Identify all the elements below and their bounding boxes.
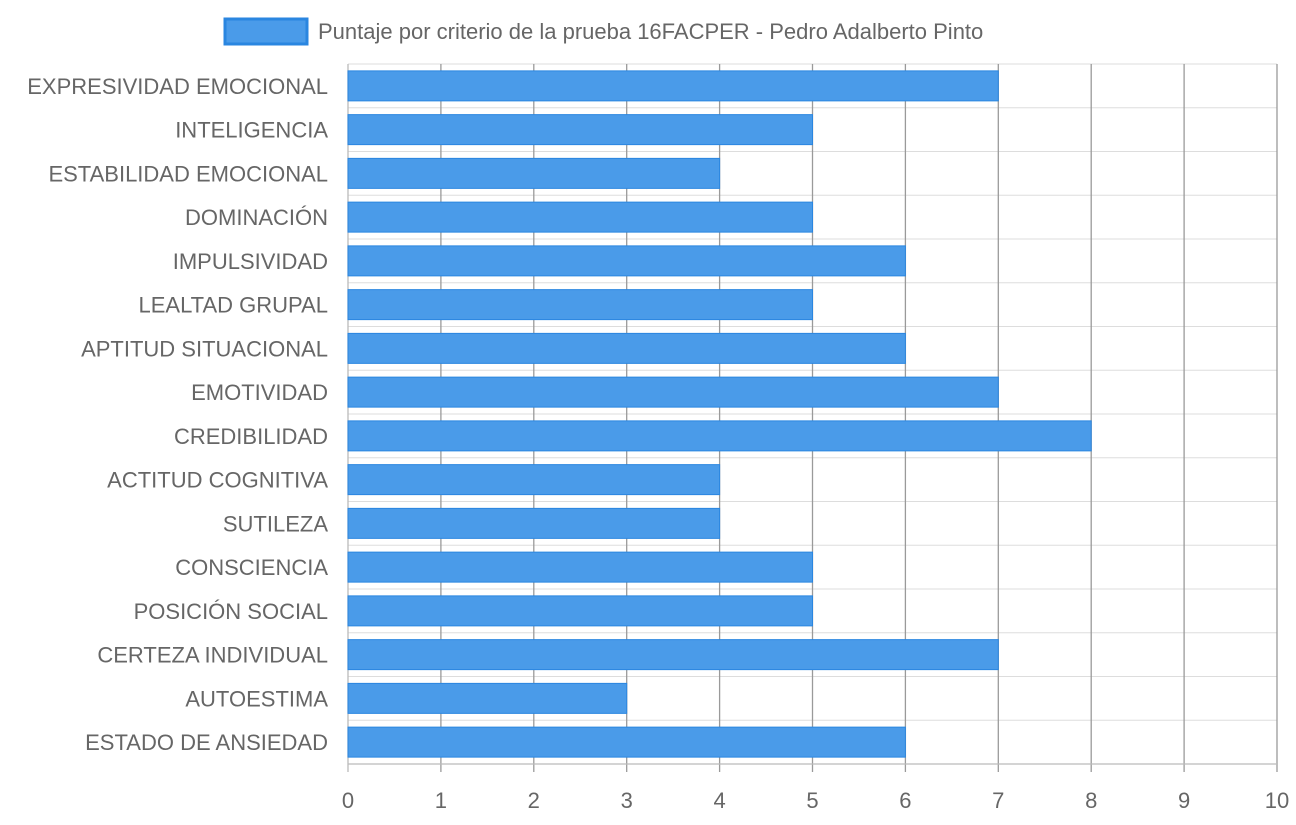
legend[interactable]: Puntaje por criterio de la prueba 16FACP… xyxy=(223,17,983,46)
x-tick-label: 3 xyxy=(621,788,633,813)
bar[interactable] xyxy=(347,464,721,496)
y-tick-label: EXPRESIVIDAD EMOCIONAL xyxy=(27,74,328,99)
bar[interactable] xyxy=(347,376,999,408)
bar[interactable] xyxy=(347,201,813,233)
bar[interactable] xyxy=(347,332,906,364)
bar[interactable] xyxy=(347,245,906,277)
bar[interactable] xyxy=(347,114,813,146)
bar[interactable] xyxy=(347,551,813,583)
bar[interactable] xyxy=(347,726,906,758)
bar[interactable] xyxy=(347,639,999,671)
bar[interactable] xyxy=(347,157,721,189)
y-tick-label: AUTOESTIMA xyxy=(185,686,328,711)
bars xyxy=(347,70,1092,758)
bar[interactable] xyxy=(347,289,813,321)
x-tick-label: 1 xyxy=(435,788,447,813)
y-tick-label: ACTITUD COGNITIVA xyxy=(107,468,328,493)
x-tick-label: 0 xyxy=(342,788,354,813)
legend-swatch xyxy=(223,17,309,46)
y-tick-label: LEALTAD GRUPAL xyxy=(138,293,328,318)
y-tick-label: IMPULSIVIDAD xyxy=(173,249,328,274)
y-tick-label: CERTEZA INDIVIDUAL xyxy=(97,643,328,668)
x-tick-label: 8 xyxy=(1085,788,1097,813)
bar[interactable] xyxy=(347,682,628,714)
x-tick-label: 2 xyxy=(528,788,540,813)
bar[interactable] xyxy=(347,420,1092,452)
y-tick-label: SUTILEZA xyxy=(223,511,328,536)
y-tick-label: EMOTIVIDAD xyxy=(191,380,328,405)
x-tick-label: 6 xyxy=(899,788,911,813)
bar[interactable] xyxy=(347,70,999,102)
y-tick-label: CONSCIENCIA xyxy=(175,555,328,580)
y-tick-label: ESTABILIDAD EMOCIONAL xyxy=(48,161,328,186)
y-tick-label: APTITUD SITUACIONAL xyxy=(81,336,328,361)
bar[interactable] xyxy=(347,507,721,539)
x-tick-label: 10 xyxy=(1265,788,1289,813)
x-tick-label: 4 xyxy=(713,788,725,813)
bar[interactable] xyxy=(347,595,813,627)
x-tick-label: 5 xyxy=(806,788,818,813)
y-tick-label: CREDIBILIDAD xyxy=(174,424,328,449)
x-tick-label: 7 xyxy=(992,788,1004,813)
x-tick-label: 9 xyxy=(1178,788,1190,813)
legend-label: Puntaje por criterio de la prueba 16FACP… xyxy=(318,19,983,44)
x-axis-labels: 0 1 2 3 4 5 6 7 8 9 10 xyxy=(342,788,1289,813)
y-axis-labels: EXPRESIVIDAD EMOCIONAL INTELIGENCIA ESTABI… xyxy=(27,74,328,755)
y-tick-label: POSICIÓN SOCIAL xyxy=(134,599,328,624)
y-tick-label: ESTADO DE ANSIEDAD xyxy=(85,730,328,755)
y-tick-label: INTELIGENCIA xyxy=(175,118,328,143)
y-tick-label: DOMINACIÓN xyxy=(185,205,328,230)
